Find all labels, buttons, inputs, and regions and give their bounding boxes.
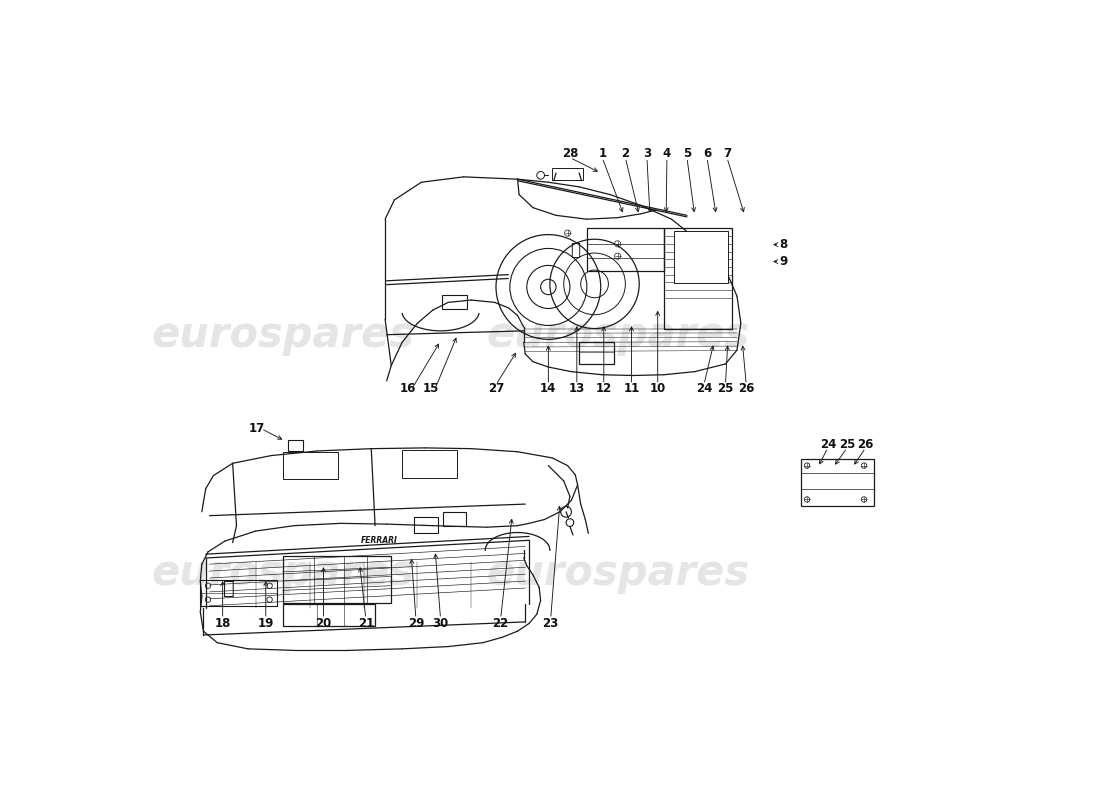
Bar <box>442 294 466 309</box>
Text: 11: 11 <box>624 382 639 395</box>
Text: 4: 4 <box>663 147 671 160</box>
Text: 13: 13 <box>569 382 585 395</box>
Text: 27: 27 <box>488 382 504 395</box>
Bar <box>552 168 583 180</box>
Text: 24: 24 <box>820 438 836 450</box>
Text: 25: 25 <box>839 438 856 450</box>
Text: FERRARI: FERRARI <box>361 536 397 545</box>
Bar <box>288 440 304 451</box>
Text: 15: 15 <box>424 382 440 395</box>
Text: 1: 1 <box>598 147 606 160</box>
Text: 17: 17 <box>250 422 265 435</box>
Text: 23: 23 <box>542 617 559 630</box>
Text: 🐎: 🐎 <box>223 579 234 598</box>
Text: 9: 9 <box>779 255 788 268</box>
Text: 5: 5 <box>683 147 691 160</box>
Bar <box>664 229 732 329</box>
Text: eurospares: eurospares <box>486 553 749 594</box>
Text: 29: 29 <box>408 617 425 630</box>
Text: GTS: GTS <box>692 266 711 274</box>
Text: 6: 6 <box>703 147 711 160</box>
Bar <box>580 342 614 364</box>
Text: 18: 18 <box>214 617 231 630</box>
Text: 26: 26 <box>738 382 755 395</box>
Bar <box>674 230 728 283</box>
Bar <box>283 557 390 602</box>
Text: 21: 21 <box>358 617 374 630</box>
Text: 19: 19 <box>257 617 274 630</box>
Text: 16: 16 <box>400 382 417 395</box>
Bar <box>587 229 664 270</box>
Text: 20: 20 <box>316 617 331 630</box>
Text: 2: 2 <box>621 147 629 160</box>
Text: 22: 22 <box>493 617 508 630</box>
Text: eurospares: eurospares <box>486 314 749 356</box>
Text: 24: 24 <box>695 382 712 395</box>
Text: ⟟: ⟟ <box>570 241 581 259</box>
Bar <box>283 604 375 626</box>
Text: 30: 30 <box>432 617 449 630</box>
Bar <box>801 459 874 506</box>
Bar <box>200 579 277 606</box>
Bar <box>283 452 338 479</box>
Text: 26: 26 <box>857 438 873 450</box>
Text: 10: 10 <box>650 382 666 395</box>
Bar <box>403 450 458 478</box>
Text: eurospares: eurospares <box>151 314 415 356</box>
Text: GTE: GTE <box>692 253 710 262</box>
Text: eurospares: eurospares <box>151 553 415 594</box>
Text: 8: 8 <box>779 238 788 251</box>
Text: 7: 7 <box>723 147 732 160</box>
Text: 14: 14 <box>540 382 557 395</box>
Bar <box>414 517 438 533</box>
Text: 328: 328 <box>692 241 710 250</box>
Text: 3: 3 <box>642 147 651 160</box>
Text: 28: 28 <box>562 147 579 160</box>
Text: 12: 12 <box>596 382 612 395</box>
Text: 25: 25 <box>717 382 734 395</box>
Bar <box>443 512 466 526</box>
